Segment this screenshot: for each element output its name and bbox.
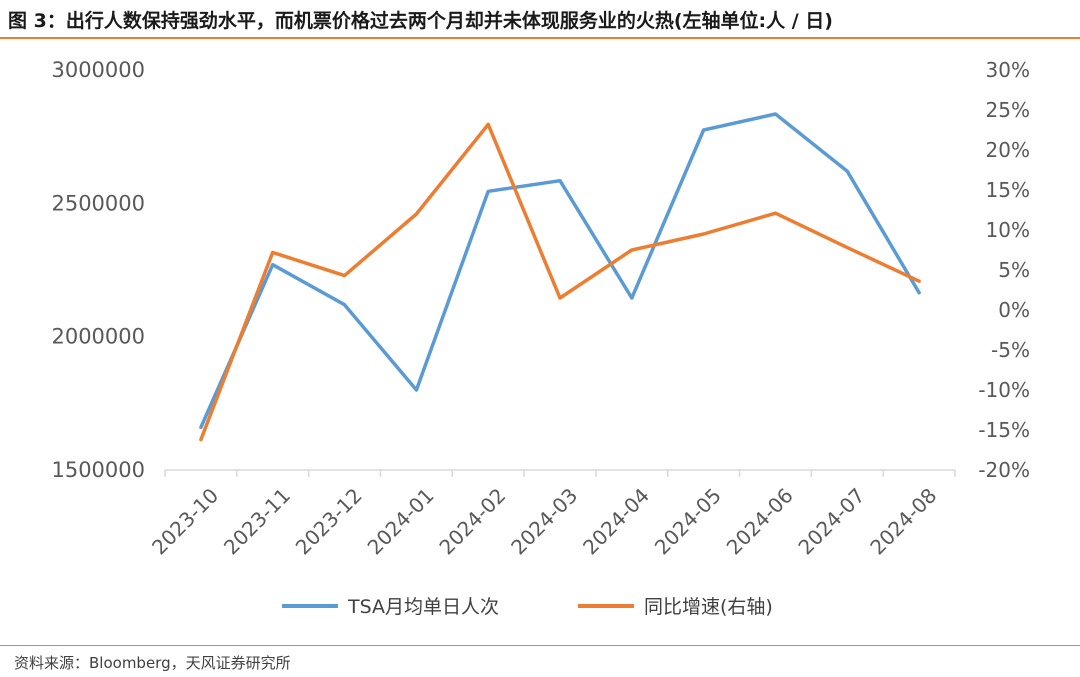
y-right-tick-label: 15%: [986, 178, 1030, 202]
y-left-tick-label: 1500000: [51, 458, 145, 482]
footer-divider: [0, 645, 1080, 646]
y-right-tick-label: -20%: [978, 458, 1030, 482]
y-left-tick-label: 2000000: [51, 325, 145, 349]
x-tick-label: 2024-08: [865, 483, 941, 559]
series-layer: [199, 112, 921, 442]
series-line-tsa: [199, 112, 921, 430]
legend-swatch-yoy: [578, 603, 634, 608]
series-line-yoy: [199, 122, 921, 442]
x-tick-label: 2024-04: [578, 483, 654, 559]
y-right-tick-label: 5%: [998, 258, 1030, 282]
legend-swatch-tsa: [282, 603, 338, 608]
x-tick-label: 2024-01: [363, 483, 439, 559]
y-axis-left: 1500000 2000000 2500000 3000000: [51, 58, 145, 482]
y-right-tick-label: 10%: [986, 218, 1030, 242]
x-tick-label: 2023-11: [219, 483, 295, 559]
x-tick-label: 2024-05: [650, 483, 726, 559]
line-chart: 2023-102023-112023-122024-012024-022024-…: [51, 58, 1030, 559]
y-right-tick-label: 0%: [998, 298, 1030, 322]
x-tick-label: 2023-12: [291, 483, 367, 559]
x-tick-label: 2023-10: [147, 483, 223, 559]
source-note: 资料来源：Bloomberg，天风证券研究所: [14, 654, 291, 672]
y-left-tick-label: 2500000: [51, 191, 145, 215]
legend-label-yoy: 同比增速(右轴): [644, 596, 773, 618]
y-right-tick-label: -5%: [991, 338, 1030, 362]
legend-item-yoy: 同比增速(右轴): [578, 592, 773, 619]
x-axis: 2023-102023-112023-122024-012024-022024-…: [147, 469, 956, 559]
x-tick-label: 2024-02: [434, 483, 510, 559]
y-right-tick-label: 25%: [986, 98, 1030, 122]
y-right-tick-label: 30%: [986, 58, 1030, 82]
y-right-tick-label: -10%: [978, 378, 1030, 402]
chart-title: 图 3：出行人数保持强劲水平，而机票价格过去两个月却并未体现服务业的火热(左轴单…: [8, 10, 833, 32]
y-axis-right: -20% -15% -10% -5% 0% 5% 10% 15% 20% 25% 30%: [978, 58, 1030, 482]
x-tick-label: 2024-03: [506, 483, 582, 559]
y-right-tick-label: 20%: [986, 138, 1030, 162]
y-left-tick-label: 3000000: [51, 58, 145, 82]
legend-item-tsa: TSA月均单日人次: [282, 592, 499, 619]
y-right-tick-label: -15%: [978, 418, 1030, 442]
x-tick-label: 2024-07: [793, 483, 869, 559]
legend-label-tsa: TSA月均单日人次: [348, 596, 500, 618]
x-tick-label: 2024-06: [722, 483, 798, 559]
title-divider: [0, 37, 1080, 39]
legend: TSA月均单日人次 同比增速(右轴): [0, 592, 1080, 622]
